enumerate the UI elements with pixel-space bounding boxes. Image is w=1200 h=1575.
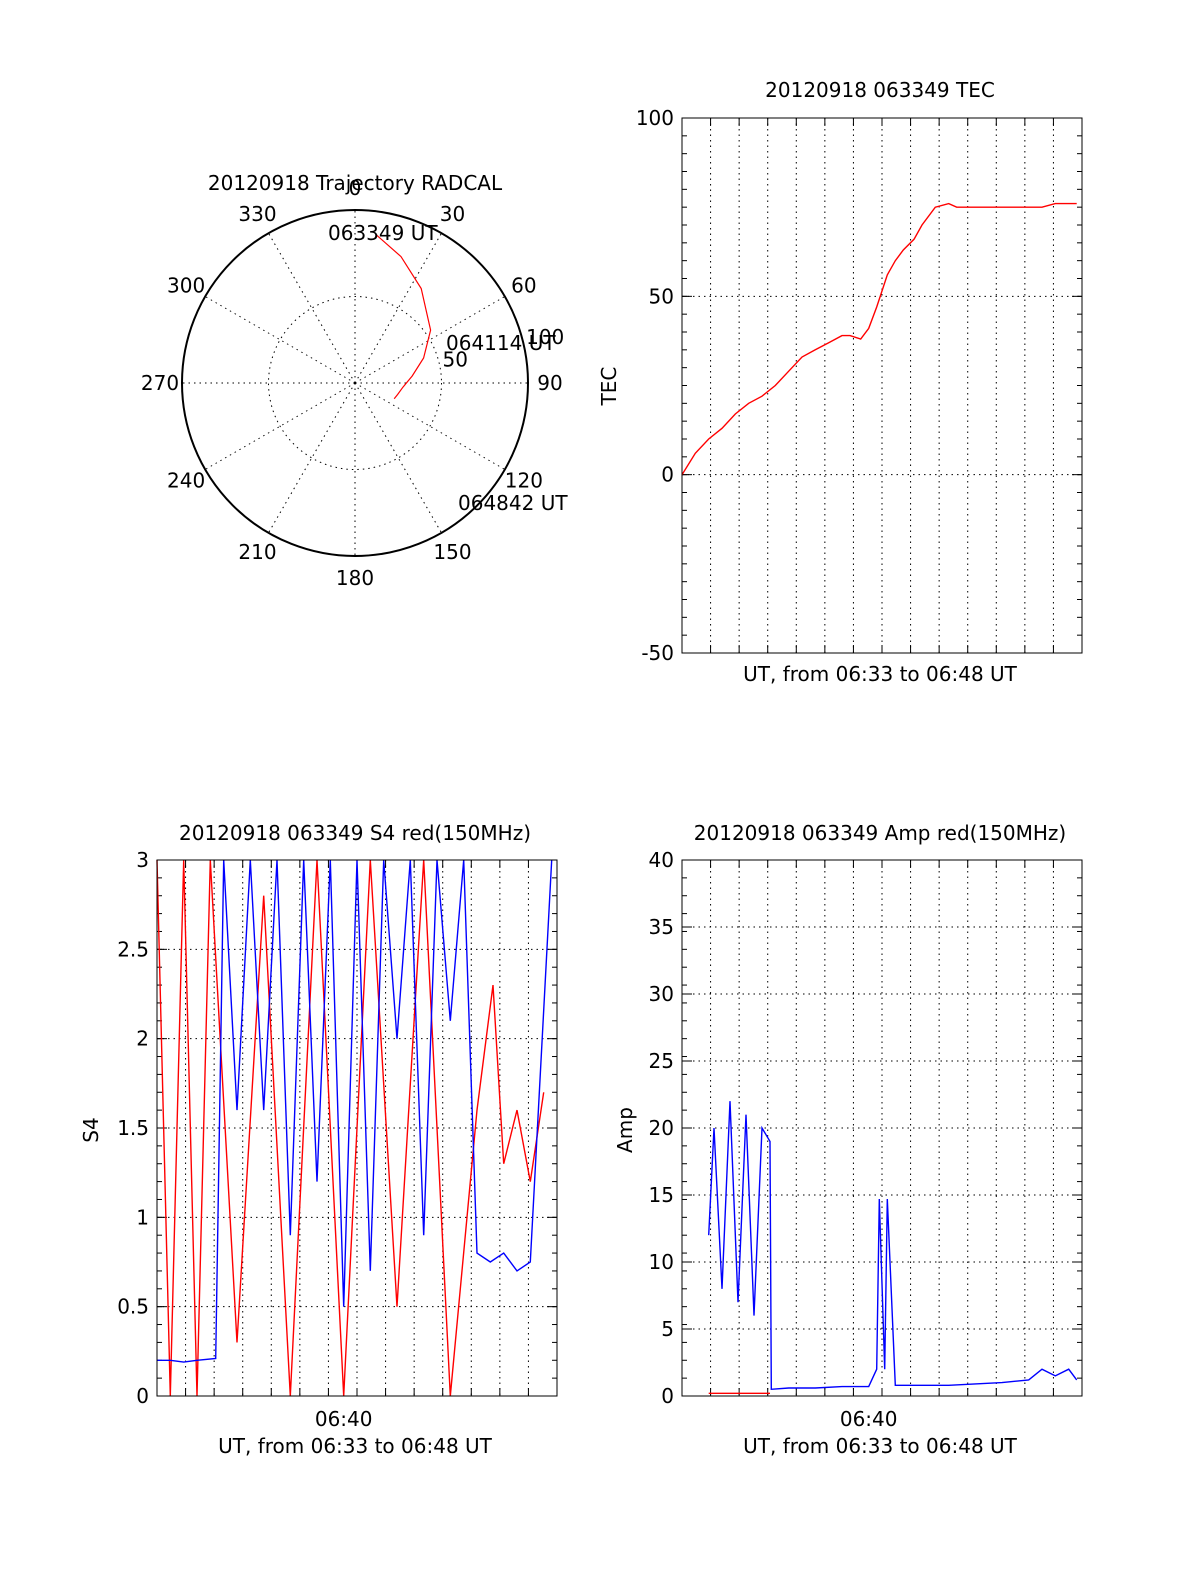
s4-series-line-0 xyxy=(156,859,545,1397)
polar-azimuth-label: 210 xyxy=(238,540,276,564)
s4-ytick-label: 0 xyxy=(136,1384,149,1408)
polar-azimuth-label: 30 xyxy=(440,202,465,226)
amp-ytick-label: 0 xyxy=(661,1384,674,1408)
amp-ytick-label: 40 xyxy=(649,848,674,872)
amp-title: 20120918 063349 Amp red(150MHz) xyxy=(694,821,1066,845)
polar-spoke-240 xyxy=(204,382,356,470)
trajectory-line-0 xyxy=(375,234,432,400)
polar-spoke-210 xyxy=(268,382,356,534)
amp-ytick-label: 35 xyxy=(649,915,674,939)
polar-ring-label: 50 xyxy=(443,348,468,372)
tec-plot-frame xyxy=(681,117,1083,654)
tec-panel: 20120918 063349 TEC -50 0 50 100 TEC UT, fr… xyxy=(597,78,1083,686)
amp-y-tick-labels: 0 5 10 15 20 25 30 35 40 xyxy=(649,848,674,1408)
amp-series-line-1 xyxy=(708,1101,1078,1391)
polar-azimuth-label: 300 xyxy=(167,274,205,298)
s4-ytick-label: 1 xyxy=(136,1205,149,1229)
amp-series xyxy=(708,1101,1078,1395)
polar-azimuth-label: 150 xyxy=(433,540,471,564)
amp-ytick-label: 10 xyxy=(649,1250,674,1274)
trajectory-panel: 20120918 Trajectory RADCAL 0 30 60 90 120 150… xyxy=(141,171,568,590)
polar-spoke-300 xyxy=(204,296,356,384)
tec-ytick-label: -50 xyxy=(641,641,674,665)
trajectory-title: 20120918 Trajectory RADCAL xyxy=(208,171,503,195)
polar-azimuth-label: 180 xyxy=(336,566,374,590)
s4-series xyxy=(156,859,553,1397)
polar-azimuth-label: 120 xyxy=(505,469,543,493)
s4-title: 20120918 063349 S4 red(150MHz) xyxy=(179,821,531,845)
s4-panel: 20120918 063349 S4 red(150MHz) 0 0.5 1 1.5 2… xyxy=(79,821,558,1458)
s4-ytick-label: 0.5 xyxy=(117,1295,149,1319)
polar-spoke-30 xyxy=(354,232,442,384)
amp-grid xyxy=(682,859,1082,1397)
s4-plot-frame xyxy=(156,859,558,1397)
amp-ytick-label: 15 xyxy=(649,1183,674,1207)
trajectory-label-start: 063349 UT xyxy=(328,221,438,245)
tec-xlabel: UT, from 06:33 to 06:48 UT xyxy=(743,662,1018,686)
amp-ylabel: Amp xyxy=(613,1107,637,1153)
polar-grid xyxy=(181,209,529,557)
trajectory-label-end: 064842 UT xyxy=(458,491,568,515)
polar-series xyxy=(375,234,432,400)
polar-spoke-60 xyxy=(354,296,506,384)
s4-ylabel: S4 xyxy=(79,1117,103,1142)
amp-xlabel: UT, from 06:33 to 06:48 UT xyxy=(743,1434,1018,1458)
polar-spoke-120 xyxy=(354,382,506,470)
s4-ytick-label: 3 xyxy=(136,848,149,872)
polar-labels: 0 30 60 90 120 150 180 210 240 270 300 330 50 100 xyxy=(141,176,564,590)
polar-azimuth-label: 270 xyxy=(141,371,179,395)
polar-azimuth-label: 0 xyxy=(349,176,362,200)
polar-ring-0 xyxy=(268,296,442,470)
amp-ytick-label: 25 xyxy=(649,1049,674,1073)
s4-xtick-label: 06:40 xyxy=(315,1407,373,1431)
s4-xlabel: UT, from 06:33 to 06:48 UT xyxy=(218,1434,493,1458)
polar-spoke-150 xyxy=(354,382,442,534)
amp-x-tick-labels: 06:40 xyxy=(840,1407,898,1431)
s4-ytick-label: 2.5 xyxy=(117,937,149,961)
tec-y-tick-labels: -50 0 50 100 xyxy=(636,106,674,665)
polar-spoke-330 xyxy=(268,232,356,384)
polar-azimuth-label: 330 xyxy=(238,202,276,226)
s4-series-line-1 xyxy=(157,859,553,1363)
tec-ytick-label: 50 xyxy=(649,284,674,308)
amp-ytick-label: 5 xyxy=(661,1317,674,1341)
polar-outer-circle xyxy=(181,209,529,557)
polar-ring-label: 100 xyxy=(526,325,564,349)
tec-ytick-label: 100 xyxy=(636,106,674,130)
polar-azimuth-label: 90 xyxy=(537,371,562,395)
s4-x-tick-labels: 06:40 xyxy=(315,1407,373,1431)
tec-title: 20120918 063349 TEC xyxy=(765,78,995,102)
amp-ytick-label: 30 xyxy=(649,982,674,1006)
tec-grid xyxy=(682,117,1082,654)
amp-ytick-label: 20 xyxy=(649,1116,674,1140)
amp-panel: 20120918 063349 Amp red(150MHz) 0 5 10 15 20… xyxy=(613,821,1083,1458)
amp-plot-frame xyxy=(681,859,1083,1397)
s4-ytick-label: 2 xyxy=(136,1027,149,1051)
s4-ytick-label: 1.5 xyxy=(117,1116,149,1140)
amp-xtick-label: 06:40 xyxy=(840,1407,898,1431)
tec-ytick-label: 0 xyxy=(661,463,674,487)
s4-y-tick-labels: 0 0.5 1 1.5 2 2.5 3 xyxy=(117,848,149,1408)
tec-ylabel: TEC xyxy=(597,367,621,407)
tec-series-line-0 xyxy=(681,202,1077,476)
trajectory-label-mid: 064114 UT xyxy=(446,331,556,355)
polar-azimuth-label: 240 xyxy=(167,469,205,493)
tec-series xyxy=(681,202,1077,476)
polar-azimuth-label: 60 xyxy=(511,274,536,298)
